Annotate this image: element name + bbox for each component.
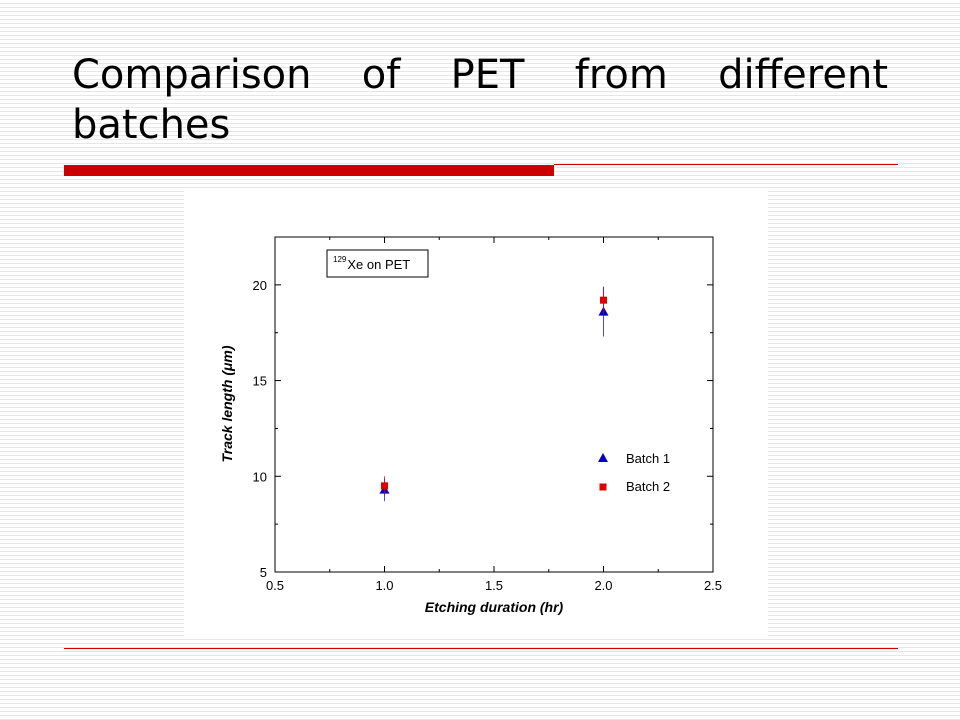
x-axis-ticks: 0.5 1.0 1.5 2.0 2.5: [266, 237, 722, 593]
legend-marker-batch-2: [599, 483, 607, 491]
annotation-box: 129Xe on PET: [326, 249, 429, 278]
annotation-text: Xe on PET: [347, 257, 410, 272]
series-layer: [379, 286, 609, 502]
x-tick-label: 1.0: [375, 578, 393, 593]
title-underline-thick: [64, 165, 554, 176]
annotation-frame: [326, 249, 429, 278]
data-point-batch-2: [600, 296, 607, 304]
annotation-label: 129Xe on PET: [333, 255, 410, 272]
legend-label-batch-2: Batch 2: [626, 479, 670, 494]
x-tick-label: 2.0: [594, 578, 612, 593]
y-tick-label: 10: [253, 469, 267, 484]
y-tick-label: 15: [253, 374, 267, 389]
y-axis-label: Track length (μm): [219, 345, 235, 462]
y-tick-label: 20: [253, 278, 267, 293]
legend: Batch 1 Batch 2: [598, 451, 670, 494]
x-axis-label: Etching duration (hr): [425, 599, 564, 615]
legend-label-batch-1: Batch 1: [626, 451, 670, 466]
slide-title: Comparison of PET from different batches: [72, 52, 888, 148]
x-tick-label: 2.5: [704, 578, 722, 593]
y-tick-label: 5: [260, 565, 267, 580]
title-underline-thin: [554, 164, 898, 165]
chart-panel: 0.5 1.0 1.5 2.0 2.5 5 10 15 20 129Xe on PET Bat…: [184, 191, 768, 637]
data-point-batch-2: [381, 482, 388, 490]
x-tick-label: 0.5: [266, 578, 284, 593]
y-axis-ticks: 5 10 15 20: [253, 278, 713, 580]
annotation-superscript: 129: [333, 255, 347, 264]
x-tick-label: 1.5: [485, 578, 503, 593]
footer-rule: [64, 648, 898, 649]
scatter-chart: 0.5 1.0 1.5 2.0 2.5 5 10 15 20 129Xe on PET Bat…: [219, 236, 722, 615]
plot-frame: [274, 236, 714, 573]
legend-marker-batch-1: [598, 453, 608, 462]
